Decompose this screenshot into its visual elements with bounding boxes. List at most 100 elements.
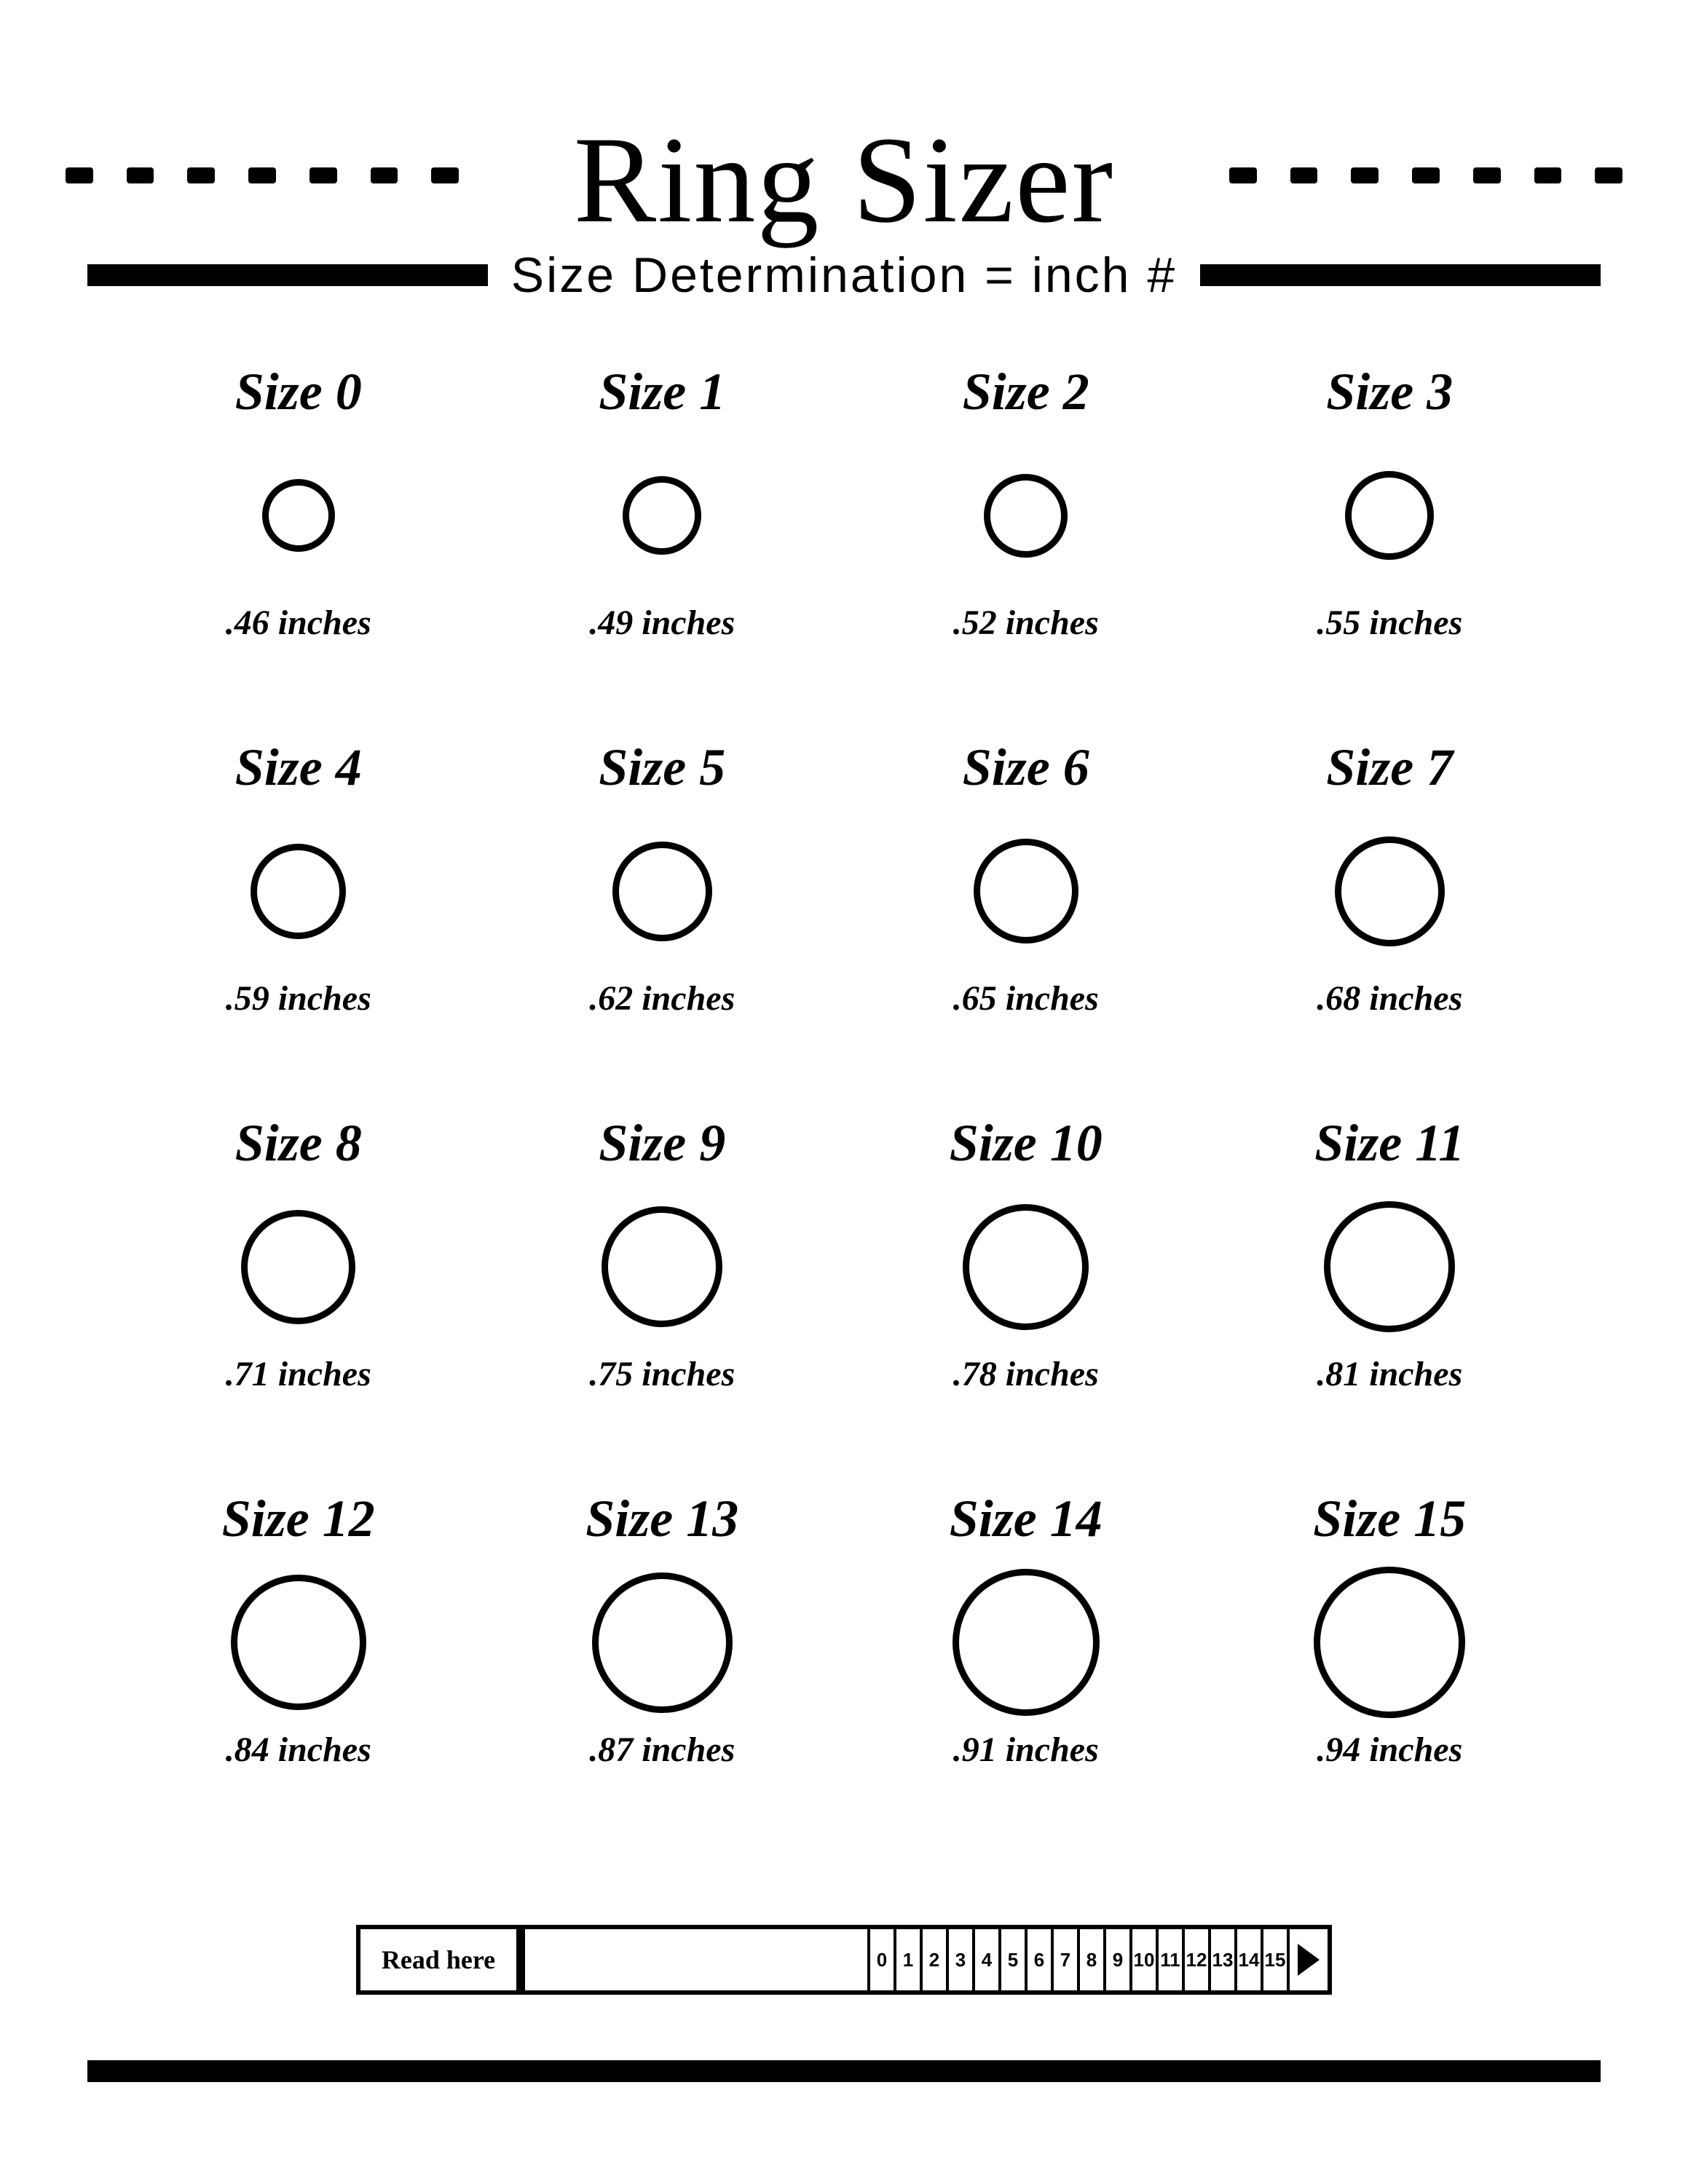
size-cell: Size 15 .94 inches <box>1223 1489 1558 1770</box>
dash-segment <box>1595 167 1622 183</box>
dash-segment <box>66 167 93 183</box>
size-inches: .52 inches <box>953 603 1099 643</box>
ruler-tick: 4 <box>972 1929 998 1990</box>
size-cell: Size 5 .62 inches <box>495 737 830 1018</box>
size-circle <box>974 839 1078 943</box>
size-inches: .65 inches <box>953 978 1099 1018</box>
size-label: Size 9 <box>599 1113 725 1174</box>
ruler-tick: 0 <box>867 1929 894 1990</box>
sizes-grid: Size 0.46 inches Size 1 .49 inches Size 2 .5… <box>87 362 1601 1770</box>
size-label: Size 1 <box>599 362 725 422</box>
size-circle-box <box>262 435 335 596</box>
size-label: Size 5 <box>599 737 725 798</box>
size-circle <box>602 1206 722 1327</box>
size-cell: Size 0.46 inches <box>131 362 466 643</box>
size-inches: .94 inches <box>1317 1730 1462 1770</box>
size-circle-box <box>241 1187 355 1347</box>
size-inches: .62 inches <box>589 978 735 1018</box>
size-inches: .84 inches <box>226 1730 371 1770</box>
size-circle <box>623 476 701 555</box>
size-circle <box>612 842 712 941</box>
size-circle-box <box>953 1562 1100 1722</box>
size-inches: .55 inches <box>1317 603 1462 643</box>
size-circle-box <box>984 435 1068 596</box>
dash-segment <box>127 167 154 183</box>
dash-row-left <box>66 167 459 189</box>
size-label: Size 12 <box>222 1489 375 1549</box>
dash-segment <box>248 167 276 183</box>
size-inches: .68 inches <box>1317 978 1462 1018</box>
size-cell: Size 11 .81 inches <box>1223 1113 1558 1394</box>
size-label: Size 13 <box>585 1489 738 1549</box>
size-label: Size 11 <box>1314 1113 1464 1174</box>
size-cell: Size 9 .75 inches <box>495 1113 830 1394</box>
size-circle <box>1345 471 1434 560</box>
ring-sizer-page: Ring Sizer Size Determination = inch # S… <box>0 0 1688 2184</box>
ruler-tick: 6 <box>1025 1929 1051 1990</box>
size-circle-box <box>623 435 701 596</box>
dash-segment <box>431 167 459 183</box>
size-cell: Size 2 .52 inches <box>859 362 1194 643</box>
ruler-tick: 5 <box>998 1929 1025 1990</box>
size-label: Size 14 <box>950 1489 1103 1549</box>
ruler-tick: 1 <box>894 1929 920 1990</box>
size-circle-box <box>963 1187 1089 1347</box>
size-circle <box>984 474 1068 558</box>
size-cell: Size 12 .84 inches <box>131 1489 466 1770</box>
size-circle-box <box>1314 1562 1465 1722</box>
ruler-tick: 12 <box>1182 1929 1208 1990</box>
page-subtitle: Size Determination = inch # <box>511 247 1177 304</box>
ruler-tick: 7 <box>1051 1929 1077 1990</box>
size-circle <box>1314 1567 1465 1718</box>
ruler-tick: 11 <box>1156 1929 1182 1990</box>
ruler-tick: 13 <box>1208 1929 1234 1990</box>
size-inches: .75 inches <box>589 1354 735 1394</box>
dash-row-right <box>1229 167 1622 189</box>
size-label: Size 2 <box>963 362 1089 422</box>
dash-segment <box>1534 167 1562 183</box>
subtitle-bar-left <box>87 264 488 286</box>
dash-segment <box>1229 167 1257 183</box>
size-inches: .81 inches <box>1317 1354 1462 1394</box>
size-circle <box>953 1569 1100 1716</box>
size-cell: Size 4.59 inches <box>131 737 466 1018</box>
ruler-gap <box>525 1929 867 1990</box>
ruler-tick: 14 <box>1234 1929 1261 1990</box>
size-cell: Size 1 .49 inches <box>495 362 830 643</box>
dash-segment <box>309 167 337 183</box>
ruler-tick: 3 <box>946 1929 972 1990</box>
size-circle-box <box>974 811 1078 971</box>
size-circle-box <box>251 811 346 971</box>
size-circle-box <box>602 1187 722 1347</box>
size-inches: .78 inches <box>953 1354 1099 1394</box>
size-label: Size 15 <box>1313 1489 1466 1549</box>
size-cell: Size 3.55 inches <box>1223 362 1558 643</box>
size-circle-box <box>612 811 712 971</box>
size-cell: Size 8 .71 inches <box>131 1113 466 1394</box>
size-inches: .59 inches <box>226 978 371 1018</box>
size-circle-box <box>1345 435 1434 596</box>
bottom-bar <box>87 2060 1601 2082</box>
size-inches: .87 inches <box>589 1730 735 1770</box>
ruler-read-label: Read here <box>360 1929 525 1990</box>
size-circle <box>241 1210 355 1324</box>
size-circle-box <box>1324 1187 1455 1347</box>
subtitle-bar-right <box>1200 264 1601 286</box>
size-circle <box>592 1572 733 1713</box>
size-inches: .71 inches <box>226 1354 371 1394</box>
size-label: Size 8 <box>235 1113 362 1174</box>
size-cell: Size 7.68 inches <box>1223 737 1558 1018</box>
size-inches: .49 inches <box>589 603 735 643</box>
subtitle-row: Size Determination = inch # <box>87 247 1601 304</box>
size-label: Size 10 <box>950 1113 1103 1174</box>
size-circle <box>262 479 335 552</box>
ruler-tick: 8 <box>1077 1929 1103 1990</box>
size-cell: Size 13 .87 inches <box>495 1489 830 1770</box>
size-circle-box <box>231 1562 366 1722</box>
size-inches: .46 inches <box>226 603 371 643</box>
size-inches: .91 inches <box>953 1730 1099 1770</box>
size-cell: Size 10 .78 inches <box>859 1113 1194 1394</box>
dash-segment <box>1473 167 1501 183</box>
size-circle <box>251 844 346 939</box>
ruler-arrow-icon <box>1287 1929 1328 1990</box>
